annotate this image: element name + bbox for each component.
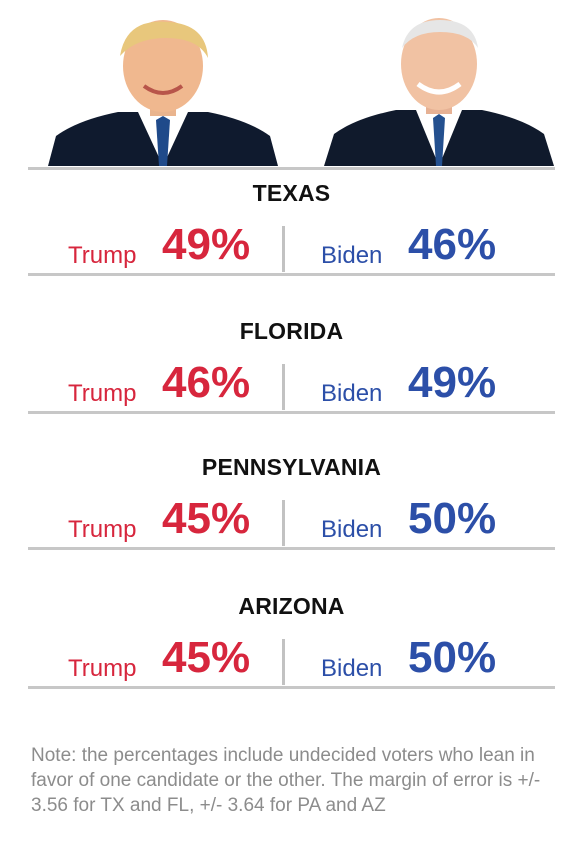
trump-label: Trump xyxy=(68,380,137,407)
candidate-divider xyxy=(282,364,285,410)
trump-label: Trump xyxy=(68,516,137,543)
row-divider xyxy=(28,686,555,689)
biden-value: 50% xyxy=(408,633,497,682)
biden-value: 50% xyxy=(408,494,497,543)
biden-label: Biden xyxy=(321,242,383,269)
row-divider xyxy=(28,273,555,276)
candidate-divider xyxy=(282,500,285,546)
biden-label: Biden xyxy=(321,655,383,682)
biden-portrait xyxy=(324,18,554,166)
trump-value: 46% xyxy=(162,358,251,407)
state-row-pennsylvania: PENNSYLVANIA Trump 45% Biden 50% xyxy=(28,444,555,564)
state-name: PENNSYLVANIA xyxy=(201,454,382,480)
candidate-divider xyxy=(282,226,285,272)
trump-label: Trump xyxy=(68,655,137,682)
trump-value: 45% xyxy=(162,633,251,682)
candidate-divider xyxy=(282,639,285,685)
biden-value: 46% xyxy=(408,220,497,269)
row-divider xyxy=(28,547,555,550)
state-name: FLORIDA xyxy=(239,318,344,344)
biden-value: 49% xyxy=(408,358,497,407)
biden-label: Biden xyxy=(321,380,383,407)
state-row-texas: TEXAS Trump 49% Biden 46% xyxy=(28,170,555,290)
state-name: ARIZONA xyxy=(238,593,345,619)
row-divider xyxy=(28,411,555,414)
footnote: Note: the percentages include undecided … xyxy=(31,745,541,816)
top-divider xyxy=(28,167,555,170)
state-row-florida: FLORIDA Trump 46% Biden 49% xyxy=(28,308,555,428)
trump-value: 45% xyxy=(162,494,251,543)
trump-value: 49% xyxy=(162,220,251,269)
candidate-portraits xyxy=(28,0,555,169)
state-row-arizona: ARIZONA Trump 45% Biden 50% xyxy=(28,583,555,703)
biden-label: Biden xyxy=(321,516,383,543)
trump-label: Trump xyxy=(68,242,137,269)
trump-portrait xyxy=(48,20,278,166)
state-name: TEXAS xyxy=(252,180,331,206)
